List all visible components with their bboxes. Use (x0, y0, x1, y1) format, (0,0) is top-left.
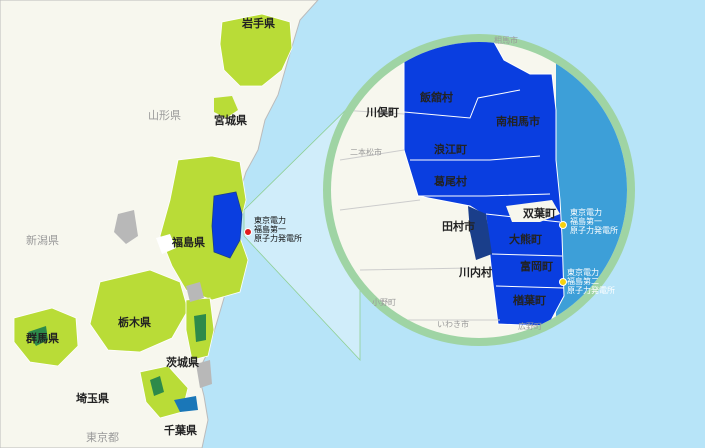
inset-soma: 相馬市 (494, 36, 518, 45)
label-yamagata: 山形県 (148, 109, 181, 122)
ibaraki-dark (194, 314, 206, 342)
gunma-dark (28, 326, 48, 346)
gray-area-2 (186, 282, 204, 302)
inset-kawauchi: 川内村 (459, 266, 492, 279)
lake-inawashiro (156, 234, 176, 254)
lake (174, 396, 198, 412)
chiba-dark (150, 376, 164, 396)
inset-namie: 浪江町 (434, 143, 467, 156)
inset-tamura: 田村市 (442, 220, 475, 233)
inset-kawamata: 川俣町 (366, 106, 399, 119)
label-tochigi: 栃木県 (118, 316, 151, 329)
inset-iitate: 飯舘村 (420, 91, 453, 104)
iwate-zone (219, 13, 293, 87)
miyagi-zone (214, 96, 238, 118)
inset-tomioka: 富岡町 (520, 260, 553, 273)
label-niigata: 新潟県 (26, 234, 59, 247)
inset-content (331, 42, 627, 338)
label-iwate: 岩手県 (242, 17, 275, 30)
inset-katsurao: 葛尾村 (434, 175, 467, 188)
label-miyagi: 宮城県 (214, 114, 247, 127)
label-ibaraki: 茨城県 (166, 356, 199, 369)
inset-white-patch (506, 200, 560, 222)
main-plant-label: 東京電力 福島第一 原子力発電所 (254, 216, 302, 243)
inset-iwaki: いわき市 (437, 320, 469, 329)
tochigi-zone (89, 269, 189, 353)
inset-plant1-dot (559, 221, 567, 229)
inset-futaba: 双葉町 (523, 207, 556, 220)
evac-zone (211, 191, 243, 259)
fukushima-zone (159, 155, 249, 301)
inset-evac (403, 42, 565, 327)
inset-okuma: 大熊町 (509, 233, 542, 246)
label-fukushima: 福島県 (172, 236, 205, 249)
inset-plant1-label: 東京電力 福島第一 原子力発電所 (570, 208, 618, 235)
inset-naraha: 楢葉町 (513, 294, 546, 307)
gray-area-1 (114, 210, 138, 244)
label-saitama: 埼玉県 (76, 392, 109, 405)
inset-sea (556, 42, 627, 338)
label-gunma: 群馬県 (26, 332, 59, 345)
gray-area-3 (196, 360, 212, 388)
label-tokyo: 東京都 (86, 431, 119, 444)
main-plant-dot (244, 228, 252, 236)
inset-ono: 小野町 (372, 298, 396, 307)
inset-minamisoma: 南相馬市 (496, 115, 540, 128)
inset-hirono: 広野町 (518, 322, 542, 331)
inset-nihonmatsu: 二本松市 (350, 148, 382, 157)
label-chiba: 千葉県 (164, 424, 197, 437)
inset-tamura-dark (468, 206, 492, 260)
inset-plant2-dot (559, 278, 567, 286)
inset-plant2-label: 東京電力 福島第二 原子力発電所 (567, 268, 615, 295)
